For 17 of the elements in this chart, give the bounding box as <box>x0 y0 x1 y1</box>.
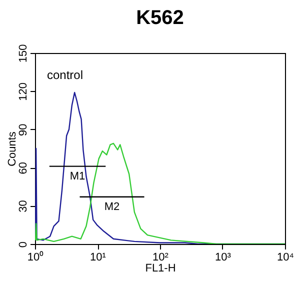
annotation: control <box>47 68 84 82</box>
y-axis-title: Counts <box>6 131 18 166</box>
x-axis-title: FL1-H <box>145 262 176 274</box>
x-tick-label: 10³ <box>215 252 232 264</box>
series-label: M1 <box>70 170 86 182</box>
y-tick-label: 120 <box>18 82 30 101</box>
x-tick-label: 10¹ <box>90 252 106 264</box>
series-label: M2 <box>104 200 120 213</box>
chart-title: K562 <box>136 6 184 29</box>
y-tick-label: 150 <box>18 44 30 63</box>
y-tick-label: 0 <box>18 241 30 248</box>
y-tick-label: 90 <box>18 124 30 136</box>
x-tick-label: 10⁰ <box>27 250 44 264</box>
x-tick-label: 10⁴ <box>277 252 294 264</box>
y-tick-label: 30 <box>18 200 30 212</box>
y-tick-label: 60 <box>18 162 30 174</box>
x-tick-label: 10² <box>152 252 169 264</box>
